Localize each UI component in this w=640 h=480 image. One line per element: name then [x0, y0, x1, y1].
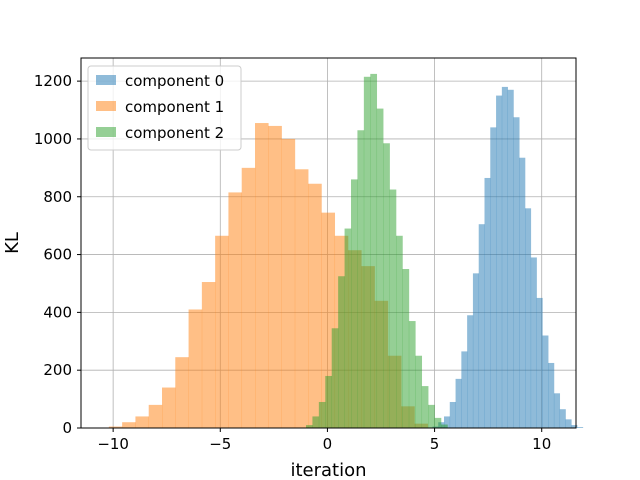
- histogram-bar: [308, 183, 322, 428]
- histogram-bar: [553, 393, 561, 428]
- legend-label-component-2: component 2: [125, 124, 224, 142]
- histogram-bar: [396, 235, 403, 428]
- histogram-bar: [525, 208, 532, 428]
- y-tick-label: 1200: [34, 72, 72, 90]
- histogram-bar: [542, 335, 549, 428]
- histogram-bar: [484, 177, 491, 428]
- histogram-bar: [363, 76, 371, 428]
- histogram-bar: [434, 417, 442, 428]
- histogram-bar: [478, 224, 485, 428]
- histogram-bar: [513, 117, 520, 428]
- histogram-bar: [461, 351, 468, 428]
- histogram-bar: [571, 425, 578, 428]
- histogram-bar: [565, 419, 572, 428]
- y-tick-label: 400: [43, 303, 72, 321]
- histogram-bar: [472, 273, 480, 428]
- histogram-bar: [376, 108, 384, 428]
- histogram-bar: [507, 89, 514, 428]
- histogram-bar: [108, 426, 123, 428]
- histogram-bar: [312, 416, 320, 428]
- histogram-bar: [519, 157, 526, 428]
- histogram-bars: [108, 73, 584, 428]
- plot-frame: [80, 57, 577, 429]
- histogram-bar: [318, 401, 326, 428]
- histogram-bar: [135, 416, 150, 428]
- histogram-bar: [428, 404, 435, 428]
- histogram-bar: [490, 127, 497, 428]
- histogram-bar: [122, 422, 136, 428]
- histogram-bar: [444, 416, 451, 428]
- histogram-bar: [255, 123, 269, 428]
- histogram-bar: [449, 401, 456, 428]
- histogram-bar: [325, 375, 333, 428]
- histogram-bar: [357, 130, 365, 428]
- y-tick-label: 0: [62, 419, 72, 437]
- y-tick-label: 200: [43, 361, 72, 379]
- histogram-bar: [389, 189, 397, 428]
- series-component-2: [306, 73, 448, 428]
- histogram-bar: [536, 297, 543, 428]
- histogram-bar: [268, 125, 282, 428]
- x-tick-label: −5: [209, 435, 231, 453]
- legend: component 0 component 1 component 2: [87, 65, 242, 151]
- histogram-bar: [294, 169, 309, 428]
- histogram-bar: [162, 387, 176, 428]
- histogram-bar: [201, 282, 216, 428]
- histogram-bar: [577, 427, 584, 428]
- histogram-bar: [548, 362, 555, 428]
- histogram-bar: [370, 73, 378, 428]
- histogram-bar: [408, 321, 416, 428]
- histogram-bar: [188, 309, 203, 428]
- histogram-bar: [228, 192, 243, 428]
- series-component-0: [432, 86, 584, 428]
- legend-label-component-0: component 0: [125, 72, 224, 90]
- axis-ticks: −10 −5 0 5 10 0 200 400 600 800 1000 1200: [34, 72, 551, 453]
- histogram-bar: [415, 355, 423, 428]
- histogram-bar: [559, 409, 566, 428]
- x-tick-label: 0: [323, 435, 333, 453]
- histogram-bar: [351, 179, 358, 428]
- x-tick-label: −10: [97, 435, 129, 453]
- x-axis-label: iteration: [290, 460, 366, 480]
- histogram-bar: [530, 257, 537, 428]
- legend-box: [87, 65, 242, 151]
- legend-swatch-component-2: [96, 127, 116, 137]
- histogram-bar: [281, 138, 296, 428]
- histogram-bar: [175, 357, 189, 428]
- histogram-bar: [306, 425, 313, 428]
- histogram-bar: [441, 424, 448, 428]
- histogram-bar: [383, 143, 390, 428]
- histogram-bar: [241, 167, 256, 428]
- x-tick-label: 10: [532, 435, 551, 453]
- y-axis-label: KL: [2, 232, 23, 254]
- histogram-bar: [455, 378, 462, 428]
- y-tick-label: 1000: [34, 130, 72, 148]
- x-tick-label: 5: [430, 435, 440, 453]
- histogram-bar: [331, 328, 339, 428]
- histogram-bar: [402, 269, 410, 428]
- histogram-bar: [496, 95, 503, 428]
- histogram-bar: [215, 235, 229, 428]
- histogram-bar: [148, 404, 163, 428]
- legend-swatch-component-0: [96, 75, 116, 85]
- histogram-bar: [501, 86, 508, 428]
- histogram-bar: [421, 386, 429, 428]
- legend-swatch-component-1: [96, 101, 116, 111]
- histogram-bar: [344, 228, 352, 428]
- histogram-bar: [321, 212, 336, 428]
- y-tick-label: 600: [43, 246, 72, 264]
- histogram-bar: [467, 315, 474, 428]
- histogram-bar: [338, 276, 345, 428]
- y-tick-label: 800: [43, 188, 72, 206]
- legend-label-component-1: component 1: [125, 98, 224, 116]
